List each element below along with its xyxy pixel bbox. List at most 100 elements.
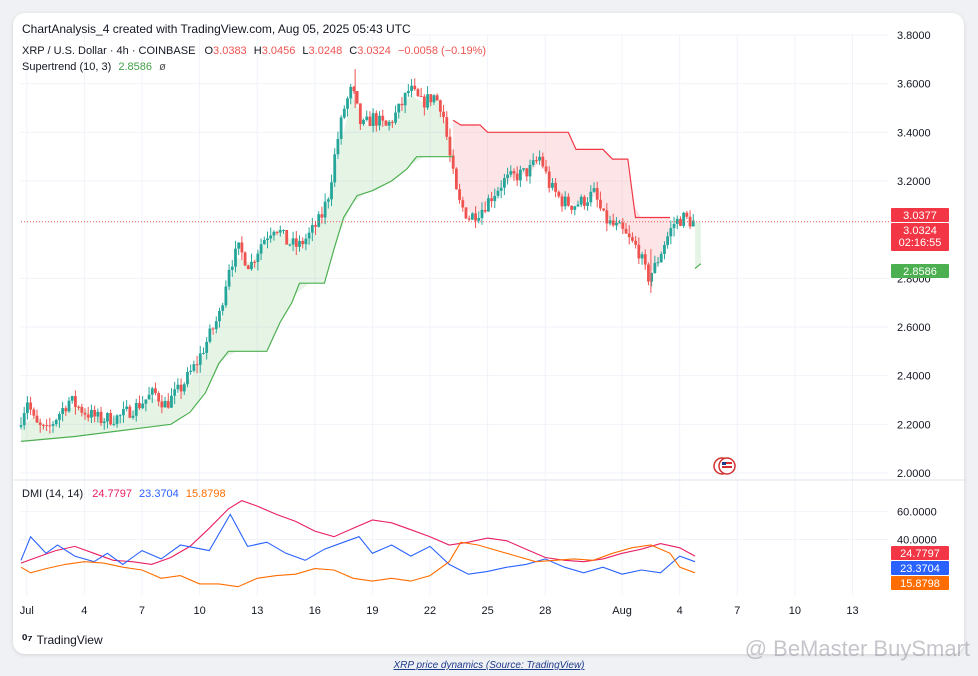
high-label: H [253, 45, 262, 57]
candle-body [115, 415, 119, 424]
candle-body [435, 95, 439, 101]
time-tick-label: 13 [846, 605, 858, 617]
candle-body [170, 395, 173, 408]
candle-body [640, 254, 644, 259]
candle-body [320, 214, 324, 218]
watermark: @ BeMaster BuySmart [744, 636, 970, 661]
candle-body [570, 205, 574, 210]
flag-stripe [722, 466, 732, 468]
candle-body [502, 178, 506, 188]
last-price-badge-text: 02:16:55 [899, 237, 942, 249]
candle-body [304, 238, 308, 245]
candle-body [442, 111, 445, 118]
candle-body [298, 240, 301, 247]
dmi-tick-label: 40.0000 [897, 534, 937, 546]
price-tick-label: 3.6000 [897, 79, 931, 91]
candle-body [525, 168, 529, 177]
candle-body [666, 236, 670, 246]
candle-body [288, 244, 292, 246]
candle-body [624, 228, 628, 234]
candle-body [567, 196, 570, 206]
candle-body [589, 191, 593, 203]
chart-canvas[interactable]: 3.80003.60003.40003.20002.80002.60002.40… [13, 13, 964, 654]
candle-body [80, 406, 84, 413]
candle-body [282, 229, 285, 231]
eye-icon[interactable]: ø [159, 61, 166, 73]
candle-body [445, 117, 449, 137]
tradingview-logo[interactable]: ⁰⁷ TradingView [22, 632, 103, 648]
candle-body [534, 160, 538, 162]
candle-body [477, 218, 481, 221]
candle-body [202, 352, 205, 354]
chart-card: 3.8000 3.6000 3.4000 3.2000 2.8000 2.6000 2.40… [13, 13, 964, 654]
symbol-label[interactable]: XRP / U.S. Dollar · 4h · COINBASE [22, 45, 196, 57]
candle-body [685, 212, 689, 217]
time-tick-label: 4 [677, 605, 683, 617]
candle-body [163, 401, 167, 408]
candle-body [406, 90, 410, 94]
candle-body [659, 253, 663, 263]
candle-body [45, 425, 49, 427]
open-value: 3.0383 [213, 45, 247, 57]
candle-body [266, 238, 269, 241]
candle-body [400, 103, 404, 106]
candle-body [269, 235, 273, 239]
candle-body [141, 403, 145, 409]
candle-body [371, 113, 375, 126]
candle-body [157, 393, 161, 402]
candle-body [349, 86, 353, 99]
candle-body [602, 208, 606, 211]
dmi-minus-di-line [20, 541, 696, 588]
candles [19, 69, 695, 434]
candle-body [429, 94, 433, 103]
axes: 3.80003.60003.40003.20002.80002.60002.40… [20, 30, 937, 617]
candle-body [605, 210, 609, 224]
candle-body [381, 115, 385, 121]
tv-logo-icon: ⁰⁷ [22, 632, 33, 647]
candle-body [38, 422, 42, 425]
candle-body [54, 419, 58, 425]
candle-body [615, 222, 618, 226]
candle-body [583, 196, 586, 206]
price-tick-label: 3.8000 [897, 30, 931, 42]
supertrend-label[interactable]: Supertrend (10, 3) [22, 61, 112, 73]
dmi-legend: DMI (14, 14) 24.7797 23.3704 15.8798 [22, 488, 226, 500]
price-badges: 3.03773.032402:16:552.858624.779723.3704… [713, 208, 949, 590]
candle-body [259, 244, 263, 254]
candle-body [138, 402, 141, 409]
candle-body [419, 95, 423, 97]
candle-body [221, 305, 225, 311]
tv-logo-text: TradingView [36, 633, 103, 647]
dmi-adx-line [20, 499, 696, 565]
candle-body [403, 93, 407, 106]
candle-body [102, 421, 106, 424]
dmi-minus-value: 15.8798 [185, 488, 226, 500]
candle-body [554, 182, 558, 192]
dmi-label[interactable]: DMI (14, 14) [22, 488, 84, 500]
candle-body [198, 353, 202, 365]
candle-body [99, 411, 103, 424]
candle-body [560, 196, 564, 207]
low-value: 3.0248 [308, 45, 343, 57]
price-tick-label: 3.2000 [897, 176, 931, 188]
candle-body [48, 425, 52, 427]
candle-body [531, 160, 535, 165]
candle-body [454, 168, 458, 190]
candle-body [189, 370, 193, 372]
candle-body [493, 195, 497, 202]
candle-body [128, 406, 132, 418]
candle-body [147, 394, 151, 400]
time-tick-label: 13 [251, 605, 263, 617]
price-upper-badge-bg [891, 208, 949, 222]
figure-caption[interactable]: XRP price dynamics (Source: TradingView) [393, 660, 585, 671]
minus-di-badge: 15.8798 [891, 576, 949, 590]
candle-body [144, 399, 148, 404]
snapshot-title: ChartAnalysis_4 created with TradingView… [22, 22, 411, 36]
candle-body [112, 423, 116, 425]
adx-badge-text: 24.7797 [900, 548, 940, 560]
candle-body [618, 222, 622, 224]
candle-body [470, 213, 474, 220]
candle-body [483, 209, 487, 212]
candle-body [195, 364, 199, 366]
